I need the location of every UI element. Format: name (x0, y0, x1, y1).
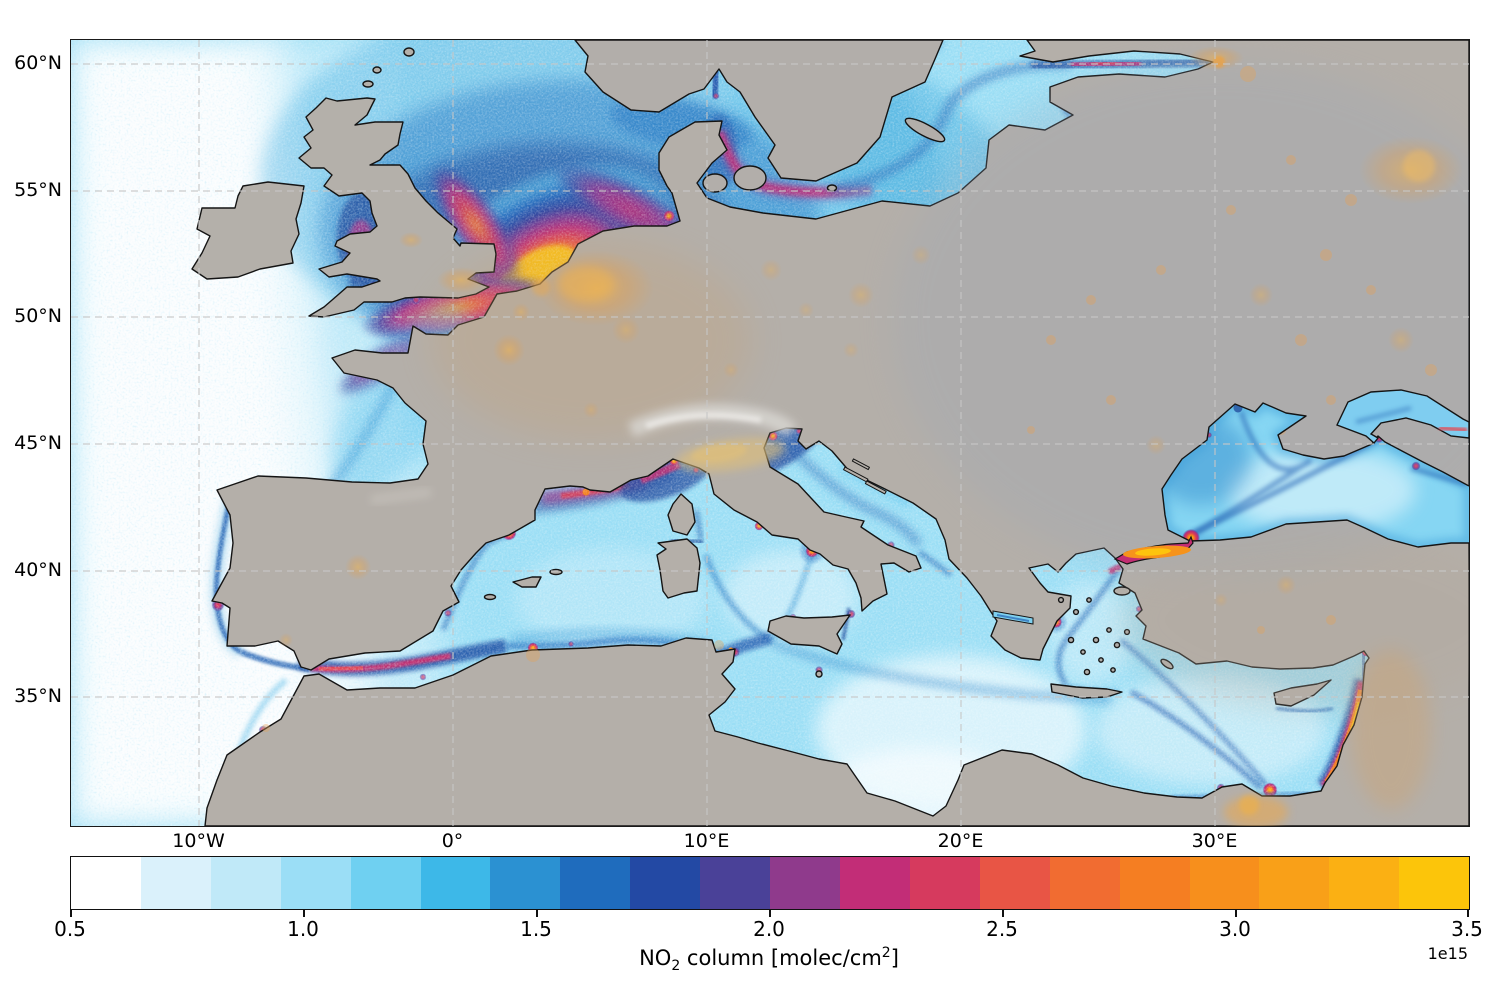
colorbar-segment (71, 857, 141, 909)
land-pollution-haze (262, 46, 1469, 826)
danish-and-baltic-islands (702, 117, 946, 193)
y-axis-label: 60°N (14, 52, 62, 74)
x-axis-label: 10°W (172, 830, 225, 852)
x-axis-label: 10°E (683, 830, 730, 852)
sea-of-azov (1336, 389, 1469, 445)
sicily-island (767, 614, 851, 655)
ireland-island (191, 181, 305, 280)
colorbar-segment (140, 857, 211, 909)
colorbar-segment (1119, 857, 1190, 909)
colorbar-segment (210, 857, 281, 909)
y-axis-label: 50°N (14, 305, 62, 327)
colorbar (70, 856, 1470, 910)
colorbar-segment (560, 857, 631, 909)
colorbar-tick-label: 2.5 (986, 917, 1018, 941)
corsica-island (667, 493, 696, 536)
map-plot-area (70, 39, 1470, 827)
y-axis-label: 35°N (14, 685, 62, 707)
colorbar-segment (630, 857, 701, 909)
x-axis-label: 30°E (1191, 830, 1238, 852)
colorbar-segment (1259, 857, 1330, 909)
colorbar-tick-mark (536, 909, 538, 917)
sardinia-island (656, 538, 701, 599)
colorbar-tick-mark (1235, 909, 1237, 917)
colorbar-segment (280, 857, 351, 909)
colorbar-segment (420, 857, 491, 909)
colorbar-tick-mark (1002, 909, 1004, 917)
colorbar-tick-mark (769, 909, 771, 917)
colorbar-segment (909, 857, 980, 909)
colorbar-label: NO2 column [molec/cm2] (639, 945, 899, 975)
colorbar-segment (979, 857, 1050, 909)
colorbar-segment (700, 857, 771, 909)
colorbar-multiplier: 1e15 (1427, 944, 1468, 963)
colorbar-segment (490, 857, 561, 909)
colorbar-segment (1399, 857, 1470, 909)
colorbar-tick-label: 2.0 (753, 917, 785, 941)
aegean-islets (1057, 596, 1131, 676)
colorbar-tick-mark (70, 909, 72, 917)
colorbar-tick-label: 1.0 (287, 917, 319, 941)
y-axis-label: 55°N (14, 179, 62, 201)
scandinavia-landmass (574, 40, 944, 182)
colorbar-tick-mark (303, 909, 305, 917)
no2-map-svg (71, 40, 1469, 826)
colorbar-tick-mark (1467, 909, 1469, 917)
colorbar-tick-label: 3.0 (1219, 917, 1251, 941)
colorbar-tick-label: 1.5 (520, 917, 552, 941)
colorbar-segment (1189, 857, 1260, 909)
small-north-islands (362, 47, 415, 88)
sea-of-marmara (1113, 535, 1194, 565)
croatian-islets (843, 458, 887, 495)
colorbar-segment (1049, 857, 1120, 909)
x-axis-label: 20°E (937, 830, 984, 852)
colorbar-segment (1329, 857, 1400, 909)
colorbar-segment (350, 857, 421, 909)
colorbar-tick-label: 3.5 (1451, 917, 1483, 941)
colorbar-segment (770, 857, 840, 909)
y-axis-label: 45°N (14, 432, 62, 454)
gridlines (71, 40, 1469, 826)
gulf-of-corinth (992, 610, 1034, 625)
colorbar-tick-label: 0.5 (54, 917, 86, 941)
colorbar-segment (839, 857, 910, 909)
x-axis-label: 0° (441, 830, 464, 852)
y-axis-label: 40°N (14, 559, 62, 581)
